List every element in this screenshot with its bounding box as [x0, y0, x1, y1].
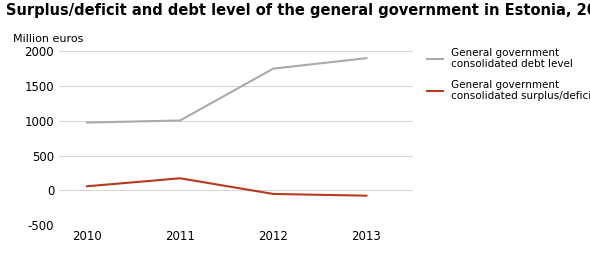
Legend: General government
consolidated debt level, General government
consolidated surp: General government consolidated debt lev… — [427, 48, 590, 101]
Text: Million euros: Million euros — [13, 34, 83, 44]
Text: Surplus/deficit and debt level of the general government in Estonia, 2010–2013: Surplus/deficit and debt level of the ge… — [6, 3, 590, 18]
